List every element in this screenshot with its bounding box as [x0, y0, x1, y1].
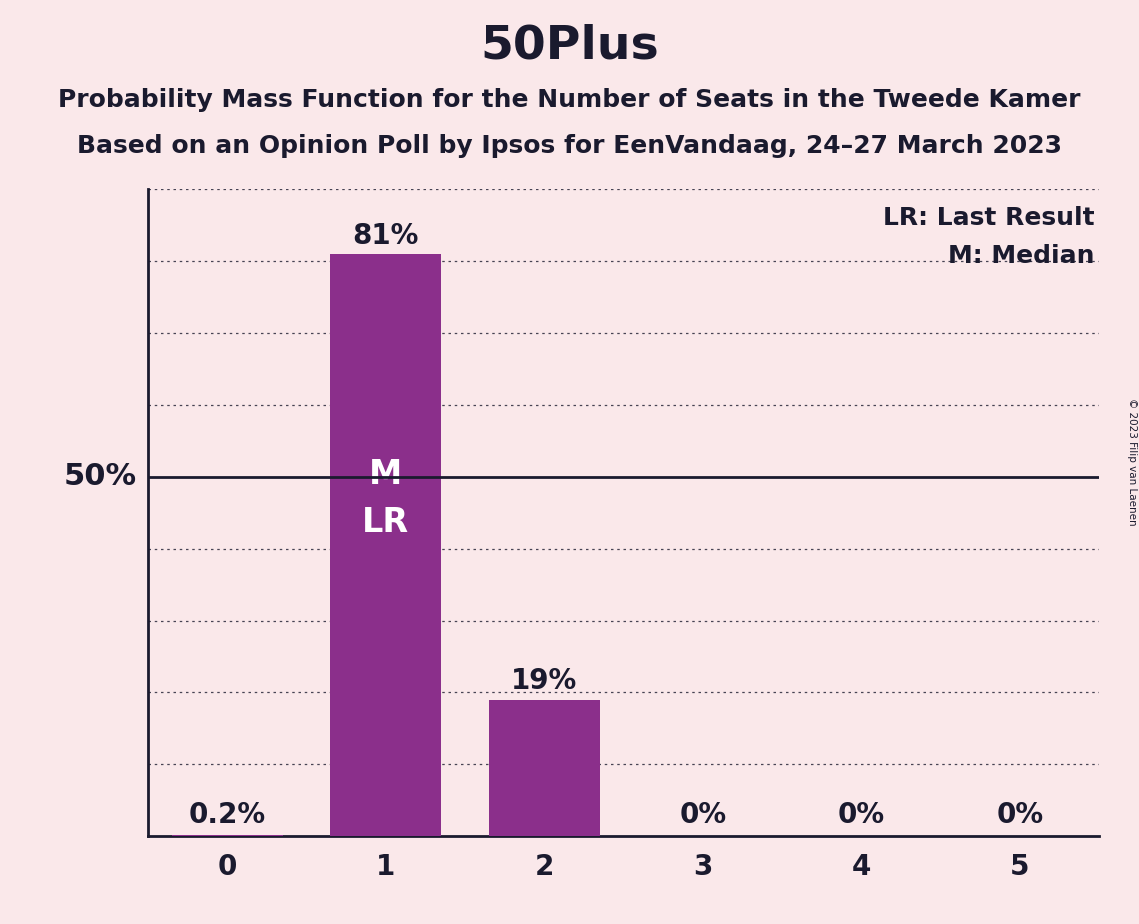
- Text: LR: Last Result: LR: Last Result: [883, 206, 1095, 229]
- Bar: [330, 254, 441, 836]
- Text: M
LR: M LR: [362, 457, 409, 540]
- Text: 50%: 50%: [64, 462, 137, 492]
- Text: M: Median: M: Median: [948, 244, 1095, 268]
- Text: 19%: 19%: [511, 667, 577, 696]
- Text: 0%: 0%: [838, 801, 885, 829]
- Bar: [489, 699, 600, 836]
- Text: 0.2%: 0.2%: [189, 801, 265, 829]
- Text: 0%: 0%: [997, 801, 1043, 829]
- Text: 50Plus: 50Plus: [481, 23, 658, 68]
- Bar: [172, 834, 282, 836]
- Text: 0%: 0%: [679, 801, 727, 829]
- Text: © 2023 Filip van Laenen: © 2023 Filip van Laenen: [1126, 398, 1137, 526]
- Text: Probability Mass Function for the Number of Seats in the Tweede Kamer: Probability Mass Function for the Number…: [58, 88, 1081, 112]
- Text: 81%: 81%: [353, 222, 419, 249]
- Text: Based on an Opinion Poll by Ipsos for EenVandaag, 24–27 March 2023: Based on an Opinion Poll by Ipsos for Ee…: [77, 134, 1062, 158]
